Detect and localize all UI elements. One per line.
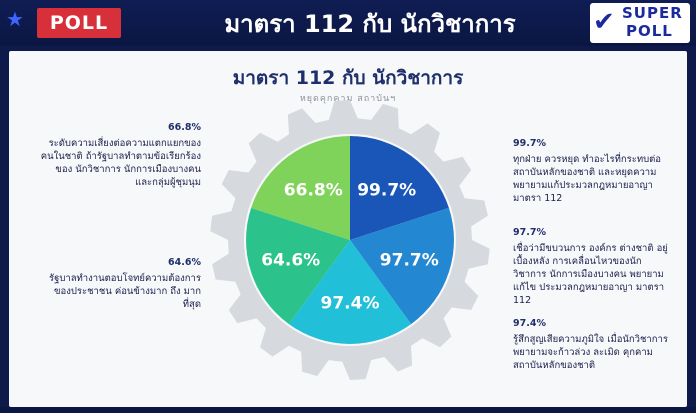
note-right-3-text: รู้สึกสูญเสียความภูมิใจ เมื่อนักวิชาการ … [513,334,668,371]
pie-slice [251,136,350,240]
pie-slice [350,136,449,240]
note-left-1: 66.8% ระดับความเสี่ยงต่อความแตกแยกของคนใ… [39,121,201,189]
chart-slices [246,136,454,344]
pie-value-label: 66.8% [284,181,343,201]
chart-value-labels: 99.7% 97.7% 97.4% 64.6% 66.8% [261,181,439,314]
chart-title: มาตรา 112 กับ นักวิชาการ [232,67,464,89]
note-right-1-pct: 99.7% [513,138,546,149]
pie-value-label: 64.6% [261,250,320,270]
note-left-2-text: รัฐบาลทำงานตอบโจทย์ความต้องการของประชาชน… [49,273,201,310]
bottom-strip [0,407,696,413]
pie-slice [246,207,350,325]
star-icon: ★ [6,7,24,31]
pie-value-label: 99.7% [357,181,416,201]
page-title: มาตรา 112 กับ นักวิชาการ [224,10,516,38]
pie-slice [350,207,454,325]
chart-subtitle: หยุดคุกคาม สถาบันฯ [299,94,397,104]
note-right-1-text: ทุกฝ่าย ควรหยุด ทำอะไรที่กระทบต่อสถาบันห… [513,154,661,204]
checkmark-icon: ✔ [593,7,615,37]
pie-value-label: 97.4% [321,293,380,313]
logo-text-line1: SUPER [622,4,683,22]
logo-text-line2: POLL [626,22,673,40]
note-left-2: 64.6% รัฐบาลทำงานตอบโจทย์ความต้องการของป… [39,256,201,311]
note-right-2-pct: 97.7% [513,227,546,238]
note-right-2-text: เชื่อว่ามีขบวนการ องค์กร ต่างชาติ อยู่เบ… [513,243,668,306]
poll-badge: POLL [37,8,121,38]
note-left-1-text: ระดับความเสี่ยงต่อความแตกแยกของคนในชาติ … [40,138,201,188]
note-right-2: 97.7% เชื่อว่ามีขบวนการ องค์กร ต่างชาติ … [513,226,671,307]
pie-slice [288,240,412,344]
note-left-1-pct: 66.8% [168,122,201,133]
note-left-2-pct: 64.6% [168,257,201,268]
note-right-3: 97.4% รู้สึกสูญเสียความภูมิใจ เมื่อนักวิ… [513,317,671,372]
note-right-3-pct: 97.4% [513,318,546,329]
super-poll-logo: ✔ SUPER POLL [590,3,690,43]
pie-value-label: 97.7% [380,250,439,270]
note-right-1: 99.7% ทุกฝ่าย ควรหยุด ทำอะไรที่กระทบต่อส… [513,137,671,205]
